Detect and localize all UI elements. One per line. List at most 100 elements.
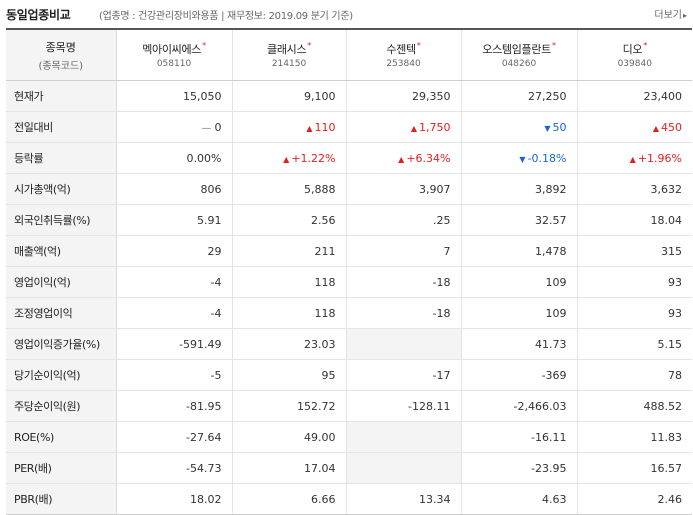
table-cell: 17.04 [232, 452, 347, 484]
cell-value: 5,888 [304, 182, 336, 196]
table-cell: -17 [346, 359, 462, 391]
cell-value: 7 [443, 244, 451, 258]
cell-value: -4 [210, 306, 222, 320]
cell-value: 11.83 [650, 430, 683, 444]
cell-value: 32.57 [535, 213, 567, 227]
table-row: PER(배) -54.73 17.04 -23.95 16.57 [6, 452, 692, 484]
cell-value: 2.46 [657, 492, 683, 506]
table-cell: 23.03 [232, 328, 347, 360]
cell-value: 0.00% [186, 151, 222, 165]
table-cell: 6.66 [232, 483, 347, 515]
cell-value: +1.96% [637, 151, 682, 165]
table-cell: ▲ +6.34% [346, 142, 462, 174]
table-cell: 2.56 [232, 204, 347, 236]
row-label: 주당순이익(원) [6, 390, 117, 422]
dash-icon: — [201, 122, 212, 134]
cell-value: 3,892 [535, 182, 567, 196]
table-cell: 29 [116, 235, 233, 267]
company-header: 수젠텍* 253840 [346, 28, 462, 81]
table-cell: -18 [346, 297, 462, 329]
cell-value: +6.34% [406, 151, 451, 165]
table-cell: 0.00% [116, 142, 233, 174]
table-cell: 488.52 [577, 390, 692, 422]
cell-value: -5 [210, 368, 222, 382]
company-header: 오스템임플란트* 048260 [461, 28, 578, 81]
cell-value: -18 [432, 275, 451, 289]
table-cell: 5.15 [577, 328, 692, 360]
company-name-link[interactable]: 클래시스 [267, 43, 307, 56]
cell-value: 488.52 [643, 399, 683, 413]
table-cell: 78 [577, 359, 692, 391]
table-cell: -5 [116, 359, 233, 391]
cell-value: 152.72 [297, 399, 336, 413]
company-code: 058110 [156, 59, 192, 69]
company-code: 253840 [386, 59, 421, 69]
table-cell: -4 [116, 297, 233, 329]
row-label: PBR(배) [6, 483, 117, 515]
cell-value: 93 [668, 306, 682, 320]
section-title: 동일업종비교 [6, 8, 71, 22]
row-label: 당기순이익(억) [6, 359, 117, 391]
table-cell: -2,466.03 [461, 390, 578, 422]
cell-value: 18.02 [190, 492, 222, 506]
cell-value: -16.11 [531, 430, 567, 444]
table-cell: -4 [116, 266, 233, 298]
table-cell: 315 [577, 235, 692, 267]
peer-comparison-table: 종목명 (종목코드) 멕아이씨에스* 058110 클래시스* 214150 수젠텍… [6, 28, 692, 515]
table-cell: -23.95 [461, 452, 578, 484]
company-header: 디오* 039840 [577, 28, 692, 81]
table-cell: ▲ 450 [577, 111, 692, 143]
triangle-down-icon: ▼ [544, 123, 551, 133]
company-header: 멕아이씨에스* 058110 [116, 28, 233, 81]
more-link[interactable]: 더보기▸ [654, 6, 687, 21]
table-cell: —0 [116, 111, 233, 143]
table-cell: 32.57 [461, 204, 578, 236]
row-label: 등락률 [6, 142, 117, 174]
cell-value: 118 [314, 275, 336, 289]
cell-value: -54.73 [186, 461, 222, 475]
empty-cell [346, 421, 462, 453]
row-label: 현재가 [6, 80, 117, 112]
company-name-link[interactable]: 오스템임플란트 [482, 43, 552, 56]
cell-value: 13.34 [419, 492, 451, 506]
table-cell: -81.95 [116, 390, 233, 422]
cell-value: -591.49 [179, 337, 222, 351]
cell-value: .25 [433, 213, 451, 227]
triangle-down-icon: ▼ [519, 154, 526, 164]
company-name-link[interactable]: 디오 [622, 43, 643, 56]
table-cell: 23,400 [577, 80, 692, 112]
table-row: PBR(배) 18.02 6.66 13.34 4.63 2.46 [6, 483, 692, 515]
cell-value: 118 [314, 306, 336, 320]
table-cell: ▼ 50 [461, 111, 578, 143]
table-cell: 4.63 [461, 483, 578, 515]
company-name-link[interactable]: 수젠텍 [386, 43, 416, 56]
company-code: 048260 [501, 59, 537, 69]
cell-value: -18 [432, 306, 451, 320]
table-row: 외국인취득률(%) 5.91 2.56 .25 32.57 18.04 [6, 204, 692, 236]
company-name-link[interactable]: 멕아이씨에스 [142, 43, 202, 56]
cell-value: -23.95 [531, 461, 567, 475]
cell-value: 4.63 [542, 492, 567, 506]
cell-value: 3,907 [419, 182, 451, 196]
star-icon: * [416, 41, 421, 50]
header-label-sub: (종목코드) [38, 60, 84, 72]
table-cell: 11.83 [577, 421, 692, 453]
table-cell: -18 [346, 266, 462, 298]
cell-value: -81.95 [186, 399, 222, 413]
cell-value: 806 [200, 182, 222, 196]
cell-value: 2.56 [311, 213, 336, 227]
cell-value: 18.04 [650, 213, 683, 227]
cell-value: 5.15 [657, 337, 683, 351]
table-cell: 109 [461, 297, 578, 329]
more-label[interactable]: 더보기 [654, 10, 682, 21]
header-label-cell: 종목명 (종목코드) [6, 28, 117, 81]
cell-value: 110 [314, 120, 336, 134]
table-cell: 109 [461, 266, 578, 298]
star-icon: * [202, 41, 206, 50]
table-cell: ▲ +1.96% [577, 142, 692, 174]
cell-value: 109 [545, 275, 567, 289]
cell-value: 49.00 [304, 430, 336, 444]
star-icon: * [552, 41, 556, 50]
cell-value: -27.64 [186, 430, 222, 444]
cell-value: 27,250 [528, 89, 567, 103]
